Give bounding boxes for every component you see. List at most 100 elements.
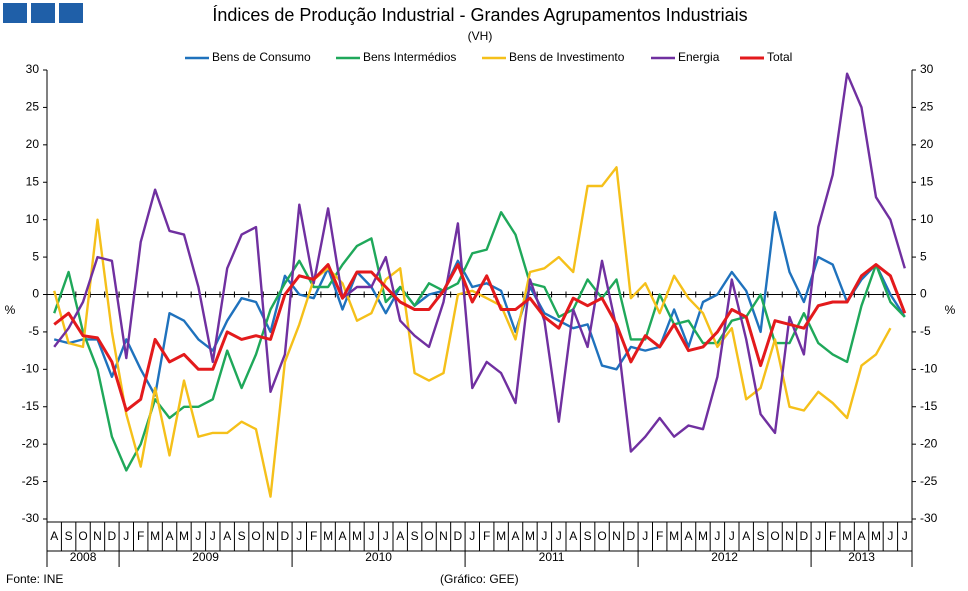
x-tick-label: O	[78, 529, 87, 543]
x-tick-label: A	[166, 529, 174, 543]
x-tick-label: N	[93, 529, 102, 543]
x-tick-label: J	[642, 529, 648, 543]
y2-tick-label: 0	[920, 287, 927, 301]
x-tick-label: F	[137, 529, 144, 543]
x-tick-label: O	[770, 529, 779, 543]
x-tick-label: J	[815, 529, 821, 543]
year-label: 2011	[539, 550, 565, 564]
y-tick-label: -30	[22, 511, 40, 525]
x-tick-label: M	[871, 529, 881, 543]
x-tick-label: D	[108, 529, 117, 543]
x-tick-label: A	[512, 529, 520, 543]
y2-tick-label: -30	[920, 511, 938, 525]
x-tick-label: S	[238, 529, 246, 543]
x-tick-label: F	[656, 529, 663, 543]
y-tick-label: 30	[26, 62, 40, 76]
x-tick-label: J	[714, 529, 720, 543]
x-tick-label: J	[195, 529, 201, 543]
x-tick-label: J	[729, 529, 735, 543]
year-label: 2009	[192, 550, 219, 564]
year-label: 2010	[365, 550, 392, 564]
chart-title: Índices de Produção Industrial - Grandes…	[212, 5, 747, 25]
x-tick-label: S	[757, 529, 765, 543]
x-tick-label: N	[266, 529, 275, 543]
y-tick-label: -10	[22, 362, 40, 376]
x-tick-label: J	[556, 529, 562, 543]
x-tick-label: M	[842, 529, 852, 543]
x-tick-label: N	[439, 529, 448, 543]
x-tick-label: J	[887, 529, 893, 543]
x-tick-label: D	[627, 529, 636, 543]
logo-square	[31, 3, 55, 23]
y-tick-label: 0	[32, 287, 39, 301]
x-tick-label: N	[612, 529, 621, 543]
x-tick-label: A	[339, 529, 347, 543]
logo-square	[59, 3, 83, 23]
year-label: 2012	[711, 550, 738, 564]
x-tick-label: J	[541, 529, 547, 543]
y-axis-label: %	[5, 303, 16, 317]
x-tick-label: O	[424, 529, 433, 543]
y2-tick-label: -15	[920, 399, 938, 413]
series-line	[53, 166, 892, 498]
y-tick-label: 15	[26, 174, 40, 188]
y2-tick-label: 15	[920, 174, 934, 188]
year-label: 2013	[848, 550, 875, 564]
x-tick-label: M	[179, 529, 189, 543]
legend-label: Energia	[678, 50, 720, 64]
y-tick-label: -25	[22, 474, 40, 488]
source: Fonte: INE	[6, 572, 63, 586]
y-tick-label: -20	[22, 436, 40, 450]
legend-label: Bens de Investimento	[509, 50, 625, 64]
y2-tick-label: -10	[920, 362, 938, 376]
x-tick-label: J	[383, 529, 389, 543]
y-tick-label: -5	[28, 324, 39, 338]
x-tick-label: M	[698, 529, 708, 543]
x-tick-label: S	[65, 529, 73, 543]
x-tick-label: M	[525, 529, 535, 543]
y2-tick-label: -20	[920, 436, 938, 450]
y2-tick-label: -5	[920, 324, 931, 338]
y2-tick-label: 30	[920, 62, 934, 76]
x-tick-label: A	[223, 529, 231, 543]
credit: (Gráfico: GEE)	[440, 572, 519, 586]
y-tick-label: -15	[22, 399, 40, 413]
x-tick-label: M	[669, 529, 679, 543]
series-line	[53, 263, 907, 412]
y2-tick-label: 5	[920, 249, 927, 263]
x-tick-label: J	[469, 529, 475, 543]
y2-tick-label: -25	[920, 474, 938, 488]
y-tick-label: 20	[26, 137, 40, 151]
x-tick-label: F	[483, 529, 490, 543]
legend-label: Total	[767, 50, 792, 64]
x-tick-label: F	[310, 529, 317, 543]
x-tick-label: F	[829, 529, 836, 543]
x-tick-label: A	[396, 529, 404, 543]
x-tick-label: M	[352, 529, 362, 543]
x-tick-label: J	[902, 529, 908, 543]
legend-label: Bens Intermédios	[363, 50, 456, 64]
x-tick-label: N	[785, 529, 794, 543]
y2-axis-label: %	[945, 303, 956, 317]
x-tick-label: J	[296, 529, 302, 543]
y2-tick-label: 25	[920, 100, 934, 114]
x-tick-label: D	[454, 529, 463, 543]
x-tick-label: M	[150, 529, 160, 543]
x-tick-label: O	[597, 529, 606, 543]
x-tick-label: A	[50, 529, 58, 543]
x-tick-label: J	[368, 529, 374, 543]
y-tick-label: 25	[26, 100, 40, 114]
x-tick-label: D	[281, 529, 290, 543]
x-tick-label: A	[742, 529, 750, 543]
x-tick-label: A	[685, 529, 693, 543]
x-tick-label: A	[569, 529, 577, 543]
x-tick-label: O	[251, 529, 260, 543]
y-tick-label: 10	[26, 212, 40, 226]
x-tick-label: M	[323, 529, 333, 543]
y2-tick-label: 10	[920, 212, 934, 226]
year-label: 2008	[70, 550, 97, 564]
legend-label: Bens de Consumo	[212, 50, 311, 64]
y-tick-label: 5	[32, 249, 39, 263]
x-tick-label: S	[584, 529, 592, 543]
